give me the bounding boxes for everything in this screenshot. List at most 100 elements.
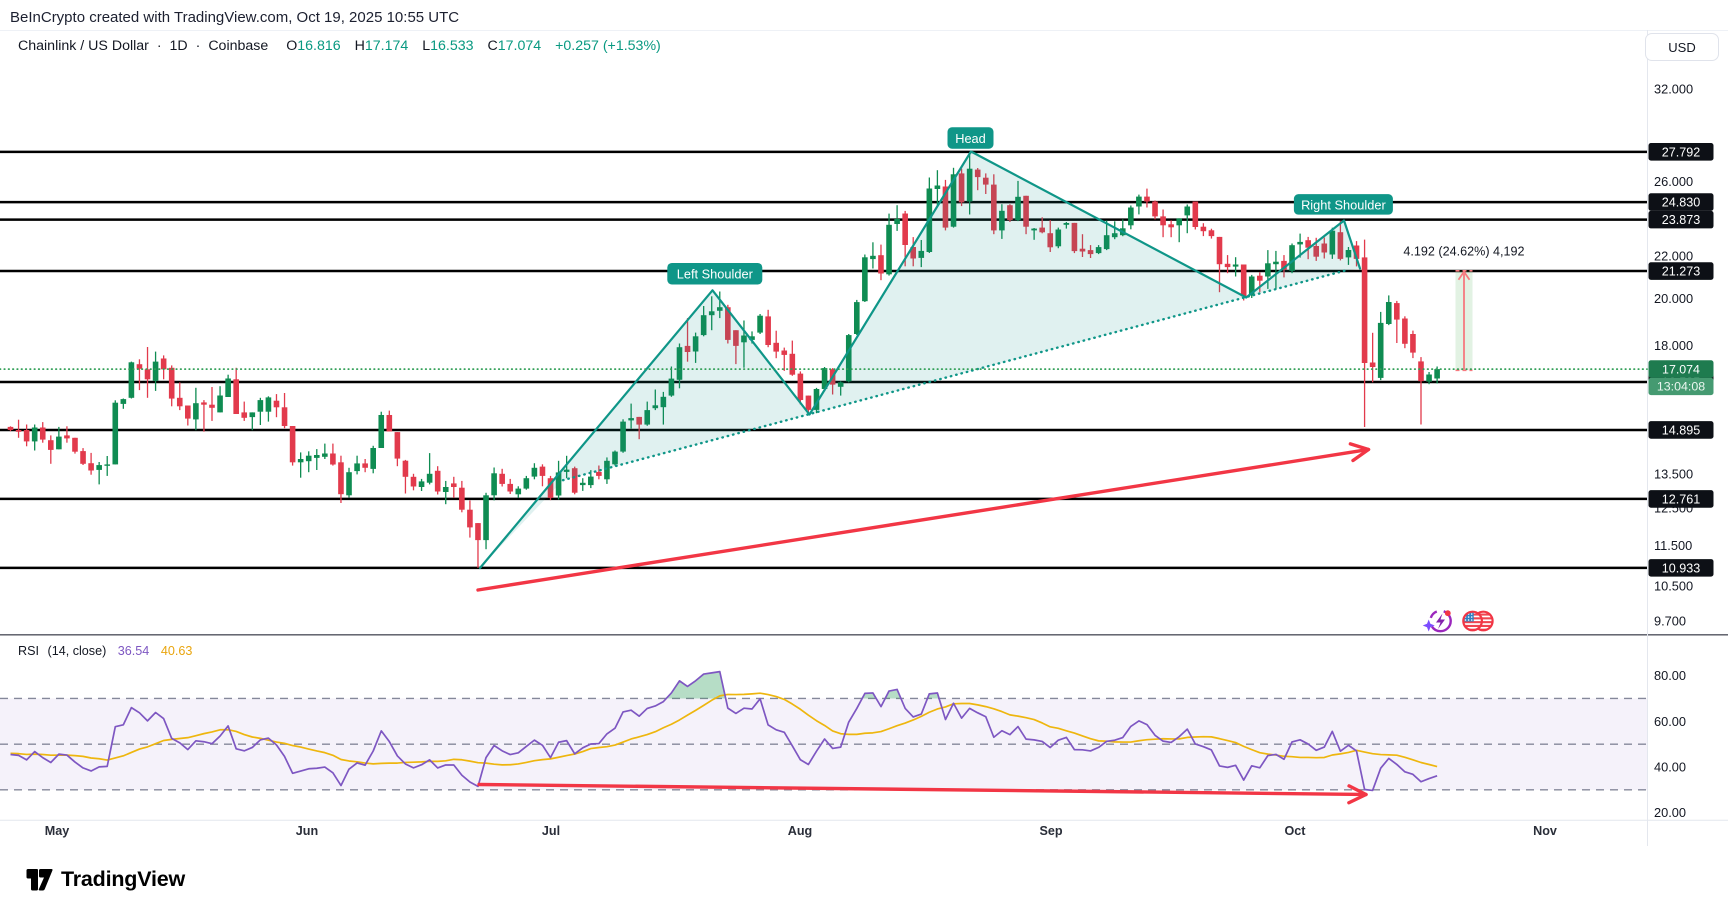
rsi-ma-value: 40.63: [160, 644, 193, 658]
candle-body: [1063, 223, 1070, 225]
candle-body: [934, 185, 941, 189]
candle-body: [1208, 230, 1215, 237]
candle-body: [1329, 230, 1336, 255]
exchange[interactable]: Coinbase: [208, 38, 269, 54]
level-price-box: [1648, 193, 1714, 211]
symbol-header[interactable]: Chainlink / US Dollar · 1D · Coinbase O1…: [18, 38, 661, 54]
candlestick-series: [7, 151, 1440, 568]
candle-body: [265, 397, 272, 412]
star-dot: [1470, 616, 1473, 618]
candle-body: [563, 469, 570, 472]
candle-body: [442, 486, 449, 492]
candle-body: [612, 451, 618, 465]
candle-body: [1281, 260, 1287, 270]
pattern-label-box[interactable]: [667, 262, 763, 285]
symbol-name[interactable]: Chainlink / US Dollar: [18, 38, 149, 54]
candle-body: [1087, 250, 1094, 255]
level-price-box: [1648, 490, 1714, 508]
candle-body: [1369, 362, 1376, 368]
candle-body: [1353, 245, 1360, 259]
candle-body: [1160, 216, 1166, 226]
candle-body: [1402, 318, 1408, 344]
candle-body: [999, 210, 1005, 231]
currency-toggle-button[interactable]: USD: [1645, 33, 1719, 61]
stripe: [1474, 621, 1493, 624]
pattern-label-box[interactable]: [947, 127, 994, 149]
candle-body: [507, 483, 514, 492]
candle-body: [1015, 196, 1021, 221]
candle-body: [225, 378, 231, 398]
candle-body: [378, 414, 385, 448]
candle-body: [708, 311, 715, 316]
candle-body: [1079, 248, 1086, 252]
candle-body: [845, 335, 852, 382]
candle-body: [902, 213, 908, 245]
candle-body: [1345, 250, 1352, 258]
candle-body: [716, 307, 723, 311]
candle-body: [1265, 263, 1271, 277]
price-axis-label-10.500: 10.500: [1654, 578, 1693, 593]
candle-body: [1144, 196, 1150, 202]
ai-spark-circle: [1429, 609, 1452, 633]
candle-body: [39, 427, 46, 440]
rsi-trend-arrow-head: [1347, 792, 1368, 805]
tradingview-brand-text: TradingView: [61, 867, 186, 891]
level-price-box: [1648, 559, 1714, 577]
level-price-box-label: 24.830: [1662, 196, 1701, 210]
time-axis[interactable]: May Jun Jul Aug Sep Oct Nov: [45, 824, 1557, 838]
candle-body: [531, 467, 538, 477]
level-price-box: [1648, 143, 1714, 161]
rsi-axis-label-40.00: 40.00: [1654, 760, 1686, 775]
month-label-May: May: [45, 824, 70, 838]
candle-body: [273, 400, 280, 408]
candle-body: [1111, 233, 1118, 238]
month-label-Jun: Jun: [296, 824, 318, 838]
tradingview-logo[interactable]: TradingView: [24, 866, 185, 893]
rsi-legend[interactable]: RSI (14, close) 36.54 40.63: [18, 644, 192, 658]
current-price-box-label: 17.074: [1662, 363, 1700, 377]
countdown-box: [1648, 377, 1714, 396]
candle-body: [346, 472, 352, 496]
interval[interactable]: 1D: [169, 38, 188, 54]
candle-body: [160, 358, 167, 370]
month-label-Sep: Sep: [1039, 824, 1062, 838]
candle-body: [410, 476, 417, 487]
sparkle-icon: [1422, 619, 1435, 632]
candle-body: [31, 427, 38, 442]
candle-body: [120, 399, 127, 404]
pattern-label-box[interactable]: [1293, 194, 1393, 215]
rsi-ma-line: [10, 692, 1438, 768]
rsi-params: (14, close): [47, 644, 107, 658]
pattern-label-text: Right Shoulder: [1301, 197, 1386, 212]
price-axis[interactable]: 32.00026.00022.00020.00018.00013.50012.5…: [1648, 81, 1714, 629]
candle-body: [596, 471, 602, 476]
candle-body: [112, 402, 119, 465]
measure-label: 4.192 (24.62%) 4,192: [1403, 245, 1524, 259]
candle-body: [950, 174, 957, 227]
rsi-axis-label-80.00: 80.00: [1654, 668, 1686, 683]
current-price-box: [1648, 360, 1714, 378]
rsi-trend-arrow-head: [1347, 784, 1368, 797]
price-axis-label-9.700: 9.700: [1654, 614, 1686, 629]
change-value: +0.257 (+1.53%): [555, 38, 661, 54]
candle-body: [7, 426, 14, 431]
candle-body: [1232, 264, 1239, 267]
pattern-outline: [478, 150, 1362, 570]
candle-body: [862, 257, 868, 302]
candle-body: [1192, 201, 1199, 227]
candle-body: [15, 430, 22, 432]
level-price-box: [1648, 262, 1714, 280]
level-price-box-label: 23.873: [1662, 213, 1701, 227]
candle-body: [652, 405, 659, 409]
candle-body: [1071, 222, 1078, 252]
stripe: [1474, 624, 1493, 627]
candle-body: [168, 367, 175, 399]
candle-body: [1418, 361, 1424, 382]
candle-body: [459, 487, 465, 510]
candle-body: [966, 168, 973, 202]
candle-body: [692, 336, 699, 352]
candle-body: [958, 173, 965, 203]
stripe: [1474, 613, 1493, 616]
candle-body: [733, 330, 739, 346]
